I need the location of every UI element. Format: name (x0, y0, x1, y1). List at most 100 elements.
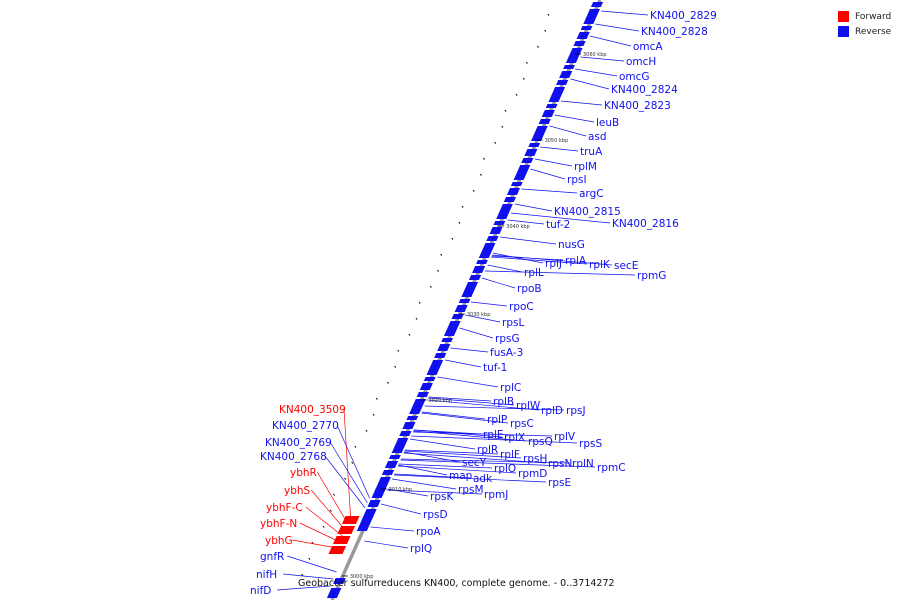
gene-label-ybhf-c[interactable]: ybhF-C (266, 502, 303, 514)
gene-label-rplc[interactable]: rplC (500, 382, 521, 394)
gene-label-rpsj[interactable]: rpsJ (566, 405, 586, 417)
gene-label-nifh[interactable]: nifH (256, 569, 277, 581)
reverse-gene-block[interactable] (541, 110, 555, 117)
reverse-gene-block[interactable] (454, 305, 468, 312)
reverse-gene-block[interactable] (416, 392, 429, 397)
gene-label-gnfr[interactable]: gnfR (260, 551, 284, 563)
reverse-gene-block[interactable] (388, 455, 401, 459)
gene-label-rple[interactable]: rplE (483, 429, 504, 441)
gene-label-kn400-2768[interactable]: KN400_2768 (260, 451, 327, 463)
gene-label-rpsc[interactable]: rpsC (510, 418, 534, 430)
reverse-gene-block[interactable] (384, 461, 399, 468)
gene-label-sece[interactable]: secE (614, 260, 638, 272)
gene-label-omca[interactable]: omcA (633, 41, 663, 53)
gene-label-rpsi[interactable]: rpsI (567, 174, 587, 186)
reverse-gene-block[interactable] (565, 48, 583, 63)
gene-label-asd[interactable]: asd (588, 131, 607, 143)
gene-label-rplv[interactable]: rplV (554, 431, 576, 443)
reverse-gene-block[interactable] (521, 158, 534, 163)
gene-label-rpsl[interactable]: rpsL (502, 317, 524, 329)
forward-gene-block[interactable] (337, 526, 356, 534)
gene-label-kn400-2824[interactable]: KN400_2824 (611, 84, 678, 96)
reverse-gene-block[interactable] (333, 578, 346, 584)
reverse-gene-block[interactable] (496, 204, 513, 219)
gene-label-argc[interactable]: argC (579, 188, 604, 200)
legend-item-reverse[interactable]: Reverse (838, 24, 891, 39)
reverse-gene-block[interactable] (441, 338, 454, 342)
reverse-gene-block[interactable] (443, 321, 461, 336)
gene-label-rpmj[interactable]: rpmJ (484, 489, 508, 501)
gene-label-rplm[interactable]: rplM (574, 161, 597, 173)
reverse-gene-block[interactable] (548, 87, 566, 102)
gene-label-rpsk[interactable]: rpsK (430, 491, 454, 503)
gene-label-secy[interactable]: secY (462, 457, 487, 469)
gene-label-rpss[interactable]: rpsS (579, 438, 602, 450)
reverse-gene-block[interactable] (493, 221, 506, 225)
gene-label-rplj[interactable]: rplJ (545, 258, 562, 270)
reverse-gene-block[interactable] (538, 119, 551, 124)
reverse-gene-block[interactable] (458, 299, 471, 303)
reverse-gene-block[interactable] (486, 236, 499, 241)
gene-label-rpld[interactable]: rplD (541, 405, 563, 417)
gene-label-kn400-3509[interactable]: KN400_3509 (279, 404, 346, 416)
reverse-gene-block[interactable] (326, 588, 342, 598)
reverse-gene-block[interactable] (434, 353, 447, 358)
gene-label-ybhg[interactable]: ybhG (265, 535, 293, 547)
gene-label-rpsn[interactable]: rpsN (548, 458, 572, 470)
gene-label-ybhr[interactable]: ybhR (290, 467, 317, 479)
reverse-gene-block[interactable] (476, 260, 488, 264)
gene-label-fusa-3[interactable]: fusA-3 (490, 347, 523, 359)
reverse-gene-block[interactable] (423, 377, 436, 381)
reverse-gene-block[interactable] (381, 470, 395, 475)
reverse-gene-block[interactable] (399, 431, 412, 436)
gene-label-rplx[interactable]: rplX (504, 432, 525, 444)
gene-label-tuf-1[interactable]: tuf-1 (483, 362, 507, 374)
gene-label-rpob[interactable]: rpoB (517, 283, 542, 295)
reverse-gene-block[interactable] (503, 197, 517, 202)
reverse-gene-block[interactable] (545, 104, 558, 108)
reverse-gene-block[interactable] (361, 510, 377, 520)
gene-label-omcg[interactable]: omcG (619, 71, 650, 83)
gene-label-ybhs[interactable]: ybhS (284, 485, 311, 497)
gene-label-kn400-2828[interactable]: KN400_2828 (641, 26, 708, 38)
gene-label-rplp[interactable]: rplP (487, 414, 507, 426)
gene-label-rpmd[interactable]: rpmD (518, 468, 547, 480)
reverse-gene-block[interactable] (437, 344, 451, 351)
gene-label-ybhf-n[interactable]: ybhF-N (260, 518, 297, 530)
gene-label-adk[interactable]: adk (473, 473, 493, 485)
reverse-gene-block[interactable] (468, 275, 482, 280)
reverse-gene-block[interactable] (513, 165, 531, 180)
reverse-gene-block[interactable] (391, 438, 409, 453)
reverse-gene-block[interactable] (528, 143, 541, 147)
reverse-gene-block[interactable] (419, 383, 433, 390)
reverse-gene-block[interactable] (426, 360, 444, 375)
reverse-gene-block[interactable] (461, 282, 479, 297)
gene-label-rpmg[interactable]: rpmG (637, 270, 666, 282)
reverse-gene-block[interactable] (409, 399, 426, 414)
gene-label-rplw[interactable]: rplW (516, 400, 541, 412)
gene-label-kn400-2769[interactable]: KN400_2769 (265, 437, 332, 449)
gene-label-nifd[interactable]: nifD (250, 585, 271, 597)
gene-label-rpoc[interactable]: rpoC (509, 301, 534, 313)
forward-gene-block[interactable] (341, 516, 360, 524)
gene-label-rplo[interactable]: rplO (494, 463, 516, 475)
gene-label-rpsg[interactable]: rpsG (495, 333, 520, 345)
gene-label-trua[interactable]: truA (580, 146, 603, 158)
gene-label-kn400-2823[interactable]: KN400_2823 (604, 100, 671, 112)
gene-label-omch[interactable]: omcH (626, 56, 656, 68)
gene-label-kn400-2770[interactable]: KN400_2770 (272, 420, 339, 432)
reverse-gene-block[interactable] (583, 9, 600, 24)
reverse-gene-block[interactable] (556, 80, 569, 85)
gene-label-kn400-2816[interactable]: KN400_2816 (612, 218, 679, 230)
gene-label-rpse[interactable]: rpsE (548, 477, 571, 489)
reverse-gene-block[interactable] (478, 243, 496, 258)
gene-label-rplq[interactable]: rplQ (410, 543, 432, 555)
gene-label-rplr[interactable]: rplR (477, 444, 498, 456)
gene-label-rpsq[interactable]: rpsQ (528, 436, 553, 448)
reverse-gene-block[interactable] (563, 65, 575, 69)
gene-label-tuf-2[interactable]: tuf-2 (546, 219, 570, 231)
reverse-gene-block[interactable] (510, 182, 523, 186)
gene-label-rpsh[interactable]: rpsH (523, 453, 547, 465)
forward-gene-block[interactable] (333, 536, 351, 544)
reverse-gene-block[interactable] (559, 71, 573, 78)
